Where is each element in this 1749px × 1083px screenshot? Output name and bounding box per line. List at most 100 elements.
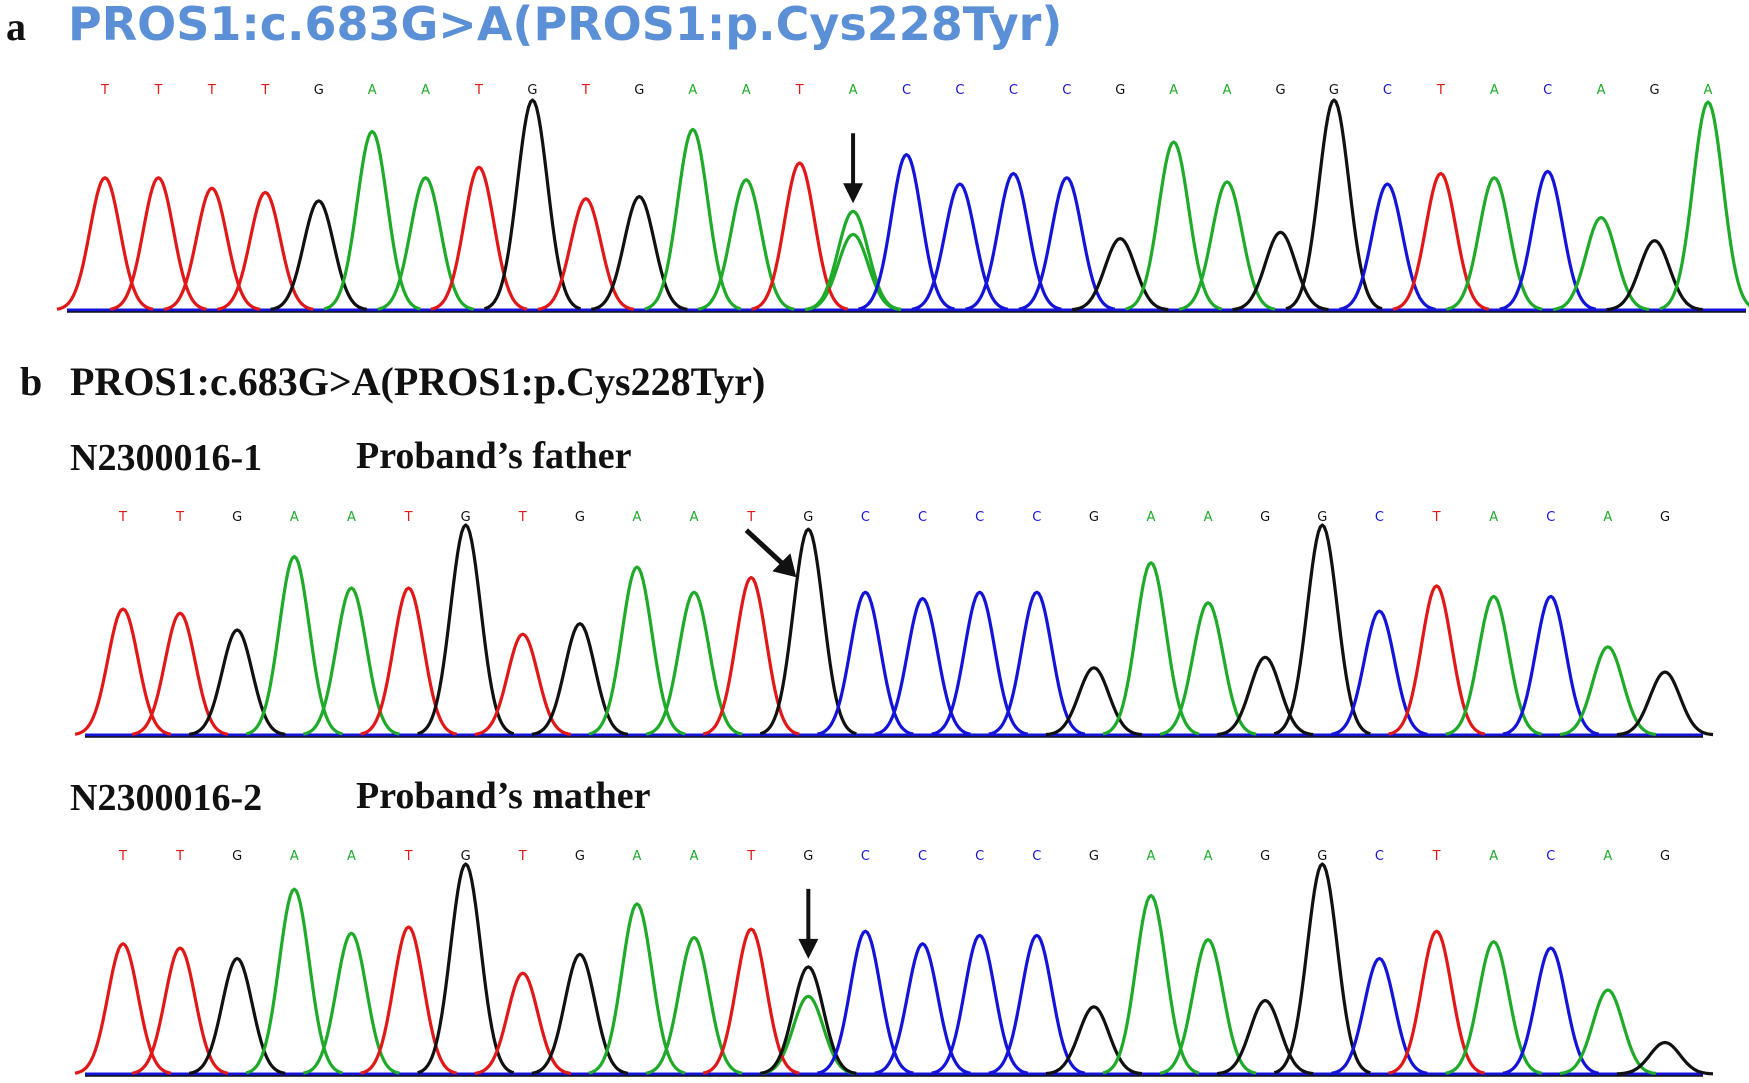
base-call-label: G	[1660, 849, 1670, 864]
peak-C	[874, 596, 971, 736]
base-call-label: G	[1660, 510, 1670, 525]
base-call-label: C	[1375, 849, 1384, 864]
base-call-label: C	[861, 849, 870, 864]
base-call-label: C	[1032, 510, 1041, 525]
peak-C	[1502, 946, 1600, 1075]
peak-T	[702, 927, 800, 1075]
peak-A	[303, 586, 400, 736]
peak-G	[531, 622, 629, 736]
base-call-label: G	[1260, 849, 1270, 864]
peak-T	[74, 942, 172, 1075]
base-call-label: C	[861, 510, 870, 525]
base-call-label: T	[518, 510, 527, 525]
peak-A	[1559, 645, 1657, 737]
mother-label: Proband’s mather	[356, 775, 651, 817]
peak-G	[591, 195, 688, 311]
base-call-label: A	[1489, 510, 1498, 525]
peak-A	[1445, 176, 1543, 311]
base-call-label: C	[975, 849, 984, 864]
peak-G	[1072, 237, 1169, 312]
peak-A	[377, 176, 474, 311]
panel-a-letter: a	[6, 4, 26, 49]
base-call-label: T	[260, 83, 269, 98]
base-call-label: A	[849, 83, 858, 98]
peak-C	[858, 153, 955, 311]
peak-A	[1178, 180, 1276, 311]
base-call-label: G	[232, 849, 242, 864]
base-call-label: G	[1650, 83, 1660, 98]
peak-G	[1232, 230, 1329, 312]
base-call-label: A	[290, 510, 299, 525]
base-call-label: G	[1089, 849, 1099, 864]
mutation-arrow-head	[798, 938, 819, 959]
peak-A	[245, 554, 343, 736]
peak-T	[474, 971, 572, 1075]
peak-A	[644, 127, 742, 311]
base-call-label: G	[461, 510, 471, 525]
peak-G	[270, 199, 367, 311]
peak-T	[751, 161, 848, 311]
panel-b-title: PROS1:c.683G>A(PROS1:p.Cys228Tyr)	[70, 359, 765, 404]
base-call-label: G	[1317, 849, 1327, 864]
base-call-label: A	[1603, 510, 1612, 525]
peak-T	[360, 925, 457, 1075]
base-call-label: A	[633, 510, 642, 525]
peak-G	[1616, 1040, 1714, 1076]
peak-T	[216, 190, 314, 311]
peak-T	[74, 607, 172, 736]
peak-T	[131, 946, 229, 1075]
base-call-label: T	[518, 849, 527, 864]
peak-G	[1045, 666, 1143, 737]
base-call-label: A	[1704, 83, 1713, 98]
base-call-label: T	[1432, 510, 1441, 525]
base-call-label: A	[290, 849, 299, 864]
peak-A	[588, 902, 686, 1075]
base-call-label: A	[633, 849, 642, 864]
base-call-label: T	[795, 83, 804, 98]
base-call-label: G	[803, 849, 813, 864]
peak-A	[1159, 938, 1257, 1075]
peak-G	[759, 527, 857, 736]
peak-C	[817, 590, 914, 736]
base-call-label: T	[746, 510, 755, 525]
base-call-label: C	[975, 510, 984, 525]
base-call-label: G	[1329, 83, 1339, 98]
base-call-label: T	[153, 83, 162, 98]
base-call-label: A	[1597, 83, 1606, 98]
peak-C	[874, 942, 971, 1075]
base-call-label: G	[803, 510, 813, 525]
base-call-label: A	[690, 849, 699, 864]
base-call-label: G	[1089, 510, 1099, 525]
peak-A	[645, 590, 743, 736]
base-call-label: G	[1317, 510, 1327, 525]
base-call-label: A	[347, 510, 356, 525]
peak-C	[1502, 594, 1600, 736]
peak-A	[1125, 140, 1223, 311]
peak-A	[1445, 940, 1543, 1075]
base-call-label: C	[1062, 83, 1071, 98]
peak-G	[1285, 98, 1383, 311]
peak-C	[1331, 609, 1428, 736]
peak-C	[911, 182, 1009, 311]
peak-A	[1552, 216, 1650, 311]
base-call-label: C	[1383, 83, 1392, 98]
peak-G	[1217, 655, 1314, 737]
peak-C	[1339, 182, 1436, 311]
base-call-label: T	[175, 849, 184, 864]
base-call-label: C	[1032, 849, 1041, 864]
base-call-label: A	[1169, 83, 1178, 98]
father-sample-id: N2300016-1	[70, 437, 262, 479]
peak-A	[804, 209, 902, 311]
panel-b-letter: b	[20, 359, 42, 404]
base-call-label: G	[232, 510, 242, 525]
base-call-label: C	[918, 849, 927, 864]
base-call-label: G	[1260, 510, 1270, 525]
peak-A	[1102, 561, 1200, 736]
base-call-label: G	[461, 849, 471, 864]
peak-C	[1499, 169, 1597, 311]
base-call-label: T	[474, 83, 483, 98]
peak-A	[303, 931, 400, 1075]
peak-A	[697, 178, 795, 311]
